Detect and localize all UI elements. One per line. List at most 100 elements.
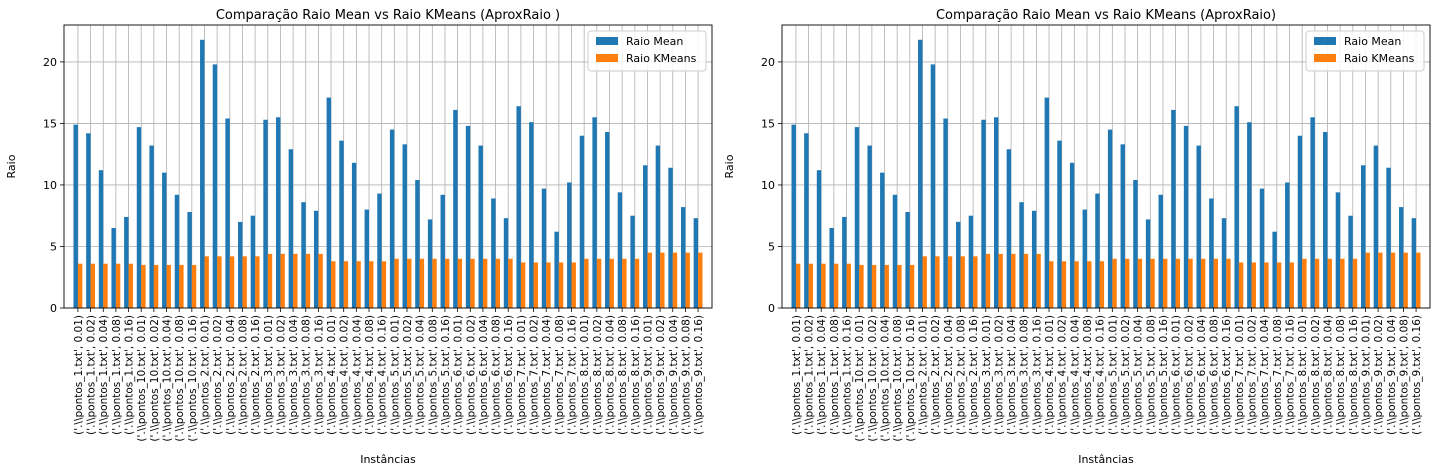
bar-raio-mean bbox=[541, 188, 547, 308]
x-tick-label: ('.\\pontos_10.txt', 0.08) bbox=[892, 315, 904, 442]
bar-raio-kmeans bbox=[457, 258, 463, 308]
bar-raio-kmeans bbox=[698, 252, 703, 308]
x-tick-label: ('.\\pontos_8.txt', 0.04) bbox=[1322, 315, 1334, 435]
legend-label: Raio Mean bbox=[1344, 35, 1401, 48]
bar-raio-kmeans bbox=[1049, 261, 1054, 308]
x-tick-label: ('.\\pontos_9.txt', 0.01) bbox=[642, 315, 654, 435]
bar-raio-kmeans bbox=[90, 263, 96, 308]
bar-raio-kmeans bbox=[1327, 258, 1332, 308]
bar-raio-kmeans bbox=[1226, 258, 1231, 308]
bar-raio-mean bbox=[1398, 207, 1404, 308]
x-tick-label: ('.\\pontos_7.txt', 0.16) bbox=[567, 315, 579, 435]
bar-raio-mean bbox=[238, 221, 243, 308]
x-tick-label: ('.\\pontos_8.txt', 0.08) bbox=[617, 315, 629, 435]
bar-raio-mean bbox=[905, 212, 910, 308]
bar-raio-mean bbox=[440, 194, 445, 308]
bar-raio-kmeans bbox=[846, 263, 851, 308]
bar-raio-kmeans bbox=[1087, 261, 1092, 308]
x-tick-label: ('.\\pontos_3.txt', 0.04) bbox=[1006, 315, 1018, 435]
bar-raio-mean bbox=[1297, 135, 1303, 308]
legend: Raio Mean Raio KMeans bbox=[587, 30, 707, 72]
bar-raio-mean bbox=[1006, 149, 1012, 308]
bar-raio-kmeans bbox=[1112, 258, 1117, 308]
y-tick-label: 15 bbox=[43, 117, 57, 130]
bar-raio-kmeans bbox=[1276, 262, 1282, 308]
y-tick-label: 20 bbox=[761, 56, 775, 69]
x-tick-label: ('.\\pontos_10.txt', 0.02) bbox=[867, 315, 879, 442]
bar-raio-kmeans bbox=[1289, 262, 1294, 308]
bar-raio-kmeans bbox=[935, 256, 940, 308]
bar-raio-mean bbox=[275, 117, 281, 308]
bar-raio-kmeans bbox=[871, 264, 877, 308]
legend-label: Raio Mean bbox=[626, 35, 683, 48]
x-tick-label: ('.\\pontos_7.txt', 0.01) bbox=[516, 315, 528, 435]
bar-raio-mean bbox=[1285, 182, 1290, 308]
bar-raio-mean bbox=[956, 221, 961, 308]
bar-raio-kmeans bbox=[153, 264, 159, 308]
x-tick-label: ('.\\pontos_5.txt', 0.04) bbox=[1133, 315, 1145, 435]
y-axis-label: Raio bbox=[723, 154, 736, 178]
bar-raio-kmeans bbox=[1302, 258, 1307, 308]
x-tick-label: ('.\\pontos_3.txt', 0.01) bbox=[981, 315, 993, 435]
bar-raio-kmeans bbox=[922, 256, 927, 308]
bar-raio-mean bbox=[804, 133, 809, 308]
bar-raio-kmeans bbox=[1251, 262, 1256, 308]
bar-raio-kmeans bbox=[609, 258, 614, 308]
bar-raio-kmeans bbox=[795, 263, 801, 308]
bar-raio-kmeans bbox=[546, 262, 551, 308]
x-tick-label: ('.\\pontos_9.txt', 0.01) bbox=[1360, 315, 1372, 435]
bar-raio-kmeans bbox=[634, 258, 640, 308]
bar-raio-mean bbox=[579, 135, 585, 308]
bar-raio-mean bbox=[1095, 193, 1100, 308]
x-tick-label: ('.\\pontos_9.txt', 0.04) bbox=[668, 315, 680, 435]
bar-raio-kmeans bbox=[1175, 258, 1181, 308]
bar-raio-kmeans bbox=[255, 256, 260, 308]
bar-raio-mean bbox=[1031, 210, 1037, 308]
bar-raio-kmeans bbox=[1162, 258, 1168, 308]
x-tick-label: ('.\\pontos_6.txt', 0.02) bbox=[1183, 315, 1195, 435]
axes-frame bbox=[781, 24, 1431, 309]
bar-raio-mean bbox=[465, 125, 471, 308]
bar-raio-mean bbox=[1183, 125, 1189, 308]
chart-title: Comparação Raio Mean vs Raio KMeans (Apr… bbox=[216, 8, 560, 23]
legend-swatch bbox=[1314, 37, 1336, 45]
x-tick-label: ('.\\pontos_6.txt', 0.08) bbox=[1209, 315, 1221, 435]
bar-raio-mean bbox=[842, 216, 847, 308]
bar-raio-kmeans bbox=[909, 264, 915, 308]
bar-raio-mean bbox=[1310, 117, 1315, 308]
x-tick-label: ('.\\pontos_4.txt', 0.16) bbox=[377, 315, 389, 435]
bar-raio-mean bbox=[1361, 165, 1366, 308]
bar-raio-mean bbox=[655, 145, 661, 308]
x-tick-label: ('.\\pontos_5.txt', 0.04) bbox=[415, 315, 427, 435]
bar-raio-mean bbox=[1158, 194, 1163, 308]
bar-raio-mean bbox=[1221, 218, 1227, 308]
x-tick-label: ('.\\pontos_6.txt', 0.16) bbox=[1221, 315, 1233, 435]
bar-raio-mean bbox=[86, 133, 91, 308]
bar-raio-mean bbox=[529, 122, 534, 308]
x-tick-label: ('.\\pontos_2.txt', 0.16) bbox=[250, 315, 262, 435]
x-tick-label: ('.\\pontos_7.txt', 0.02) bbox=[1247, 315, 1259, 435]
x-tick-label: ('.\\pontos_7.txt', 0.02) bbox=[529, 315, 541, 435]
x-tick-label: ('.\\pontos_2.txt', 0.04) bbox=[225, 315, 237, 435]
bar-raio-kmeans bbox=[622, 258, 627, 308]
bar-raio-kmeans bbox=[1378, 252, 1383, 308]
x-tick-label: ('.\\pontos_10.txt', 0.04) bbox=[162, 315, 174, 442]
bar-raio-kmeans bbox=[77, 263, 83, 308]
x-tick-label: ('.\\pontos_9.txt', 0.02) bbox=[1373, 315, 1385, 435]
bar-raio-mean bbox=[73, 124, 78, 308]
x-tick-label: ('.\\pontos_9.txt', 0.04) bbox=[1386, 315, 1398, 435]
y-tick-label: 5 bbox=[768, 240, 775, 253]
axes-frame bbox=[63, 24, 713, 309]
x-tick-label: ('.\\pontos_10.txt', 0.16) bbox=[905, 315, 917, 442]
bar-raio-mean bbox=[453, 109, 458, 309]
y-tick-label: 5 bbox=[50, 240, 57, 253]
bar-raio-mean bbox=[829, 228, 834, 308]
bar-raio-kmeans bbox=[558, 262, 564, 308]
x-tick-label: ('.\\pontos_2.txt', 0.01) bbox=[199, 315, 211, 435]
bar-raio-mean bbox=[263, 119, 268, 309]
bar-raio-mean bbox=[867, 145, 872, 308]
bar-raio-mean bbox=[892, 194, 898, 308]
bar-raio-kmeans bbox=[833, 263, 839, 308]
x-tick-label: ('.\\pontos_1.txt', 0.02) bbox=[804, 315, 816, 435]
bar-raio-kmeans bbox=[419, 258, 425, 308]
